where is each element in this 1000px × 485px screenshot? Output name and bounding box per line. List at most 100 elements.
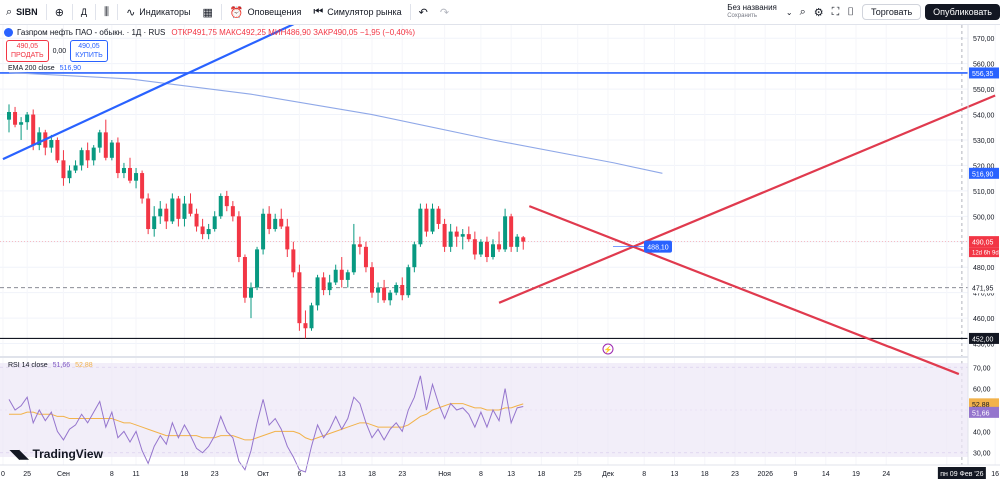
candle	[315, 274, 320, 311]
candle-body	[273, 218, 278, 230]
interval-button[interactable]: Д	[75, 0, 93, 24]
layout-menu-button[interactable]: ⌄	[783, 0, 796, 24]
candle-body	[388, 292, 393, 301]
countdown-label: 12d 6h 9d	[972, 251, 999, 257]
chevron-down-icon: ⌄	[785, 7, 793, 17]
candle	[255, 246, 260, 291]
layout-status: Сохранить	[727, 13, 758, 19]
support-price-label-box	[969, 332, 999, 344]
candle-body	[333, 269, 338, 283]
time-tick: 6	[297, 471, 301, 478]
candle	[400, 277, 405, 301]
interval-label: Д	[80, 7, 88, 17]
trendline[interactable]	[498, 94, 996, 304]
time-tick: 18	[181, 471, 189, 478]
candle-body	[418, 208, 423, 245]
candle-body	[218, 195, 223, 217]
chart-area[interactable]: 570,00 560,00 550,00 540,00 530,00 520,00 510,…	[0, 9, 1000, 480]
candle	[31, 109, 36, 151]
price-tick: 540,00	[973, 113, 995, 120]
candle-body	[85, 150, 90, 161]
resistance-price-label-box	[969, 67, 999, 79]
candle	[176, 195, 181, 227]
candle	[121, 162, 126, 179]
candle-body	[61, 160, 66, 179]
candle	[55, 137, 60, 163]
candle-body	[376, 287, 381, 293]
templates-button[interactable]: ▦	[196, 0, 218, 24]
divider	[45, 4, 47, 20]
trade-button[interactable]: Торговать	[861, 4, 922, 20]
candle-body	[67, 170, 72, 179]
symbol-search[interactable]: ⌕ SIBN	[0, 0, 44, 24]
alert-marker[interactable]: ⚡	[602, 343, 614, 355]
symbol-logo-icon	[4, 28, 13, 37]
publish-button[interactable]: Опубликовать	[925, 4, 1000, 20]
candle-body	[158, 208, 163, 217]
quick-search-button[interactable]: ⌕	[796, 0, 810, 24]
cursor-date-label: пн 09 Фев '26	[940, 471, 983, 478]
trendline[interactable]	[2, 9, 325, 161]
candle	[230, 201, 235, 222]
tradingview-logo-text: TradingView	[32, 447, 103, 461]
rsi-legend[interactable]: RSI 14 close 51,66 52,88	[8, 362, 93, 369]
candle-body	[472, 239, 477, 255]
candle-body	[13, 112, 18, 125]
layout-button[interactable]: Без названия Сохранить	[721, 0, 783, 24]
buy-button[interactable]: 490,05 КУПИТЬ	[70, 40, 108, 62]
candle	[25, 112, 30, 130]
candle	[79, 147, 84, 171]
settings-button[interactable]: ⚙	[810, 0, 828, 24]
ema-legend[interactable]: EMA 200 close 516,90	[8, 65, 81, 72]
undo-icon: ↶	[418, 6, 428, 19]
undo-button[interactable]: ↶	[413, 0, 434, 24]
candle-body	[73, 165, 78, 171]
time-tick: 2026	[757, 471, 773, 478]
price-labels-layer: пн 09 Фев '26 556,35 516,90 490,05 12d 6h 9d…	[613, 67, 999, 479]
fullscreen-button[interactable]: ⛶	[828, 0, 844, 24]
candle-body	[249, 287, 253, 298]
time-tick: Ноя	[438, 471, 451, 478]
tradingview-logo[interactable]: ◥◣ TradingView	[10, 447, 103, 461]
candle	[103, 119, 108, 161]
time-tick: 18	[368, 471, 376, 478]
candle-body	[339, 269, 344, 280]
indicators-button[interactable]: ∿ Индикаторы	[120, 0, 196, 24]
candle-body	[255, 249, 260, 288]
candle-body	[140, 173, 145, 199]
redo-button[interactable]: ↷	[434, 0, 455, 24]
buy-price: 490,05	[78, 43, 100, 50]
candle	[418, 203, 423, 247]
ema-price-label-box	[969, 167, 999, 179]
candle	[521, 236, 526, 250]
sell-price: 490,05	[16, 43, 38, 50]
compare-button[interactable]: ⊕	[49, 0, 70, 24]
sell-button[interactable]: 490,05 ПРОДАТЬ	[6, 40, 49, 62]
trendline[interactable]	[528, 205, 960, 376]
candle	[49, 134, 54, 153]
chart-type-button[interactable]: ⫼	[98, 0, 115, 24]
alerts-button[interactable]: ⏰ Оповещения	[224, 0, 307, 24]
rsi-value-label: 51,66	[972, 410, 990, 417]
levels-layer	[0, 72, 968, 340]
candle-body	[303, 323, 308, 329]
price-tick: 520,00	[973, 163, 995, 170]
candle-body	[363, 246, 368, 268]
candle	[424, 203, 429, 237]
snapshot-button[interactable]: ⌷	[843, 0, 858, 24]
candle	[115, 137, 120, 179]
rsi-ma-label-box	[969, 398, 999, 410]
candle-body	[267, 213, 272, 230]
candle	[430, 203, 435, 235]
candle	[382, 279, 387, 303]
candle	[188, 193, 193, 217]
replay-button[interactable]: ⏮ Симулятор рынка	[307, 0, 407, 24]
price-chart[interactable]: 570,00 560,00 550,00 540,00 530,00 520,00 510,…	[0, 9, 1000, 480]
candle-body	[170, 198, 175, 222]
candle	[436, 206, 441, 230]
candle-body	[491, 244, 495, 258]
lightning-icon-circle[interactable]	[602, 343, 614, 355]
candle-body	[412, 244, 417, 268]
rsi-line	[8, 375, 524, 473]
candle-body	[382, 287, 387, 301]
